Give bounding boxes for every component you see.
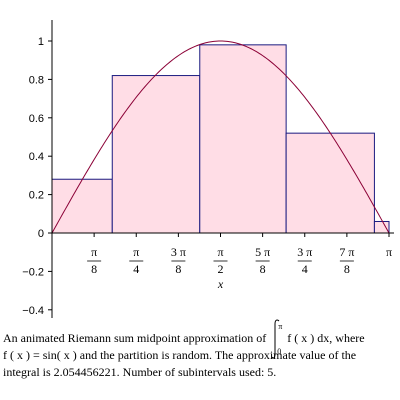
integral-upper-bound: π (278, 322, 283, 332)
caption: An animated Riemann sum midpoint approxi… (3, 319, 397, 381)
x-tick-label-denominator: 2 (218, 262, 224, 276)
riemann-sum-chart: 1 0.8 0.6 0.4 0.2 0 −0.2 −0.4 π 8 π 4 3 π 8 π 2 5 π 8 3 π 4… (22, 20, 394, 318)
x-tick-label: 5 π (255, 245, 270, 259)
x-tick-label: 3 π (171, 245, 186, 259)
riemann-rectangle (199, 44, 287, 234)
x-tick-label: 3 π (297, 245, 312, 259)
caption-intro-tail: , where (329, 331, 365, 345)
y-tick-label: −0.2 (22, 266, 44, 278)
x-tick-label: π (217, 245, 223, 259)
y-tick-label: 0.4 (29, 151, 44, 163)
y-tick-label: −0.4 (22, 305, 44, 317)
x-tick-label: π (133, 245, 139, 259)
x-tick-label-denominator: 4 (133, 262, 139, 276)
y-tick-label: 1 (38, 36, 44, 48)
y-tick-label: 0 (38, 228, 44, 240)
x-tick-label: π (386, 245, 392, 259)
integral-lower-bound: 0 (277, 347, 282, 357)
function-curve (51, 40, 390, 234)
caption-intro-text: An animated Riemann sum midpoint approxi… (3, 331, 270, 345)
riemann-rectangle (51, 178, 113, 234)
x-tick-label-denominator: 8 (175, 262, 181, 276)
riemann-rectangle (285, 132, 375, 234)
y-tick-label: 0.8 (29, 74, 44, 86)
riemann-rectangle (111, 75, 201, 234)
y-tick-label: 0.2 (29, 190, 44, 202)
riemann-rectangle (373, 220, 390, 234)
x-tick-label-denominator: 4 (302, 262, 308, 276)
x-tick-label: 7 π (339, 245, 354, 259)
caption-line-3: integral is 2.054456221. Number of subin… (3, 365, 277, 379)
integrand-text: f ( x ) dx (287, 331, 330, 345)
x-tick-label: π (91, 245, 97, 259)
x-axis-label: x (217, 277, 224, 291)
caption-line-2: f ( x ) = sin( x ) and the partition is … (3, 348, 357, 362)
x-tick-label-denominator: 8 (91, 262, 97, 276)
x-tick-label-denominator: 8 (344, 262, 350, 276)
x-tick-label-denominator: 8 (260, 262, 266, 276)
y-tick-label: 0.6 (29, 113, 44, 125)
caption-line-1: An animated Riemann sum midpoint approxi… (3, 319, 397, 359)
